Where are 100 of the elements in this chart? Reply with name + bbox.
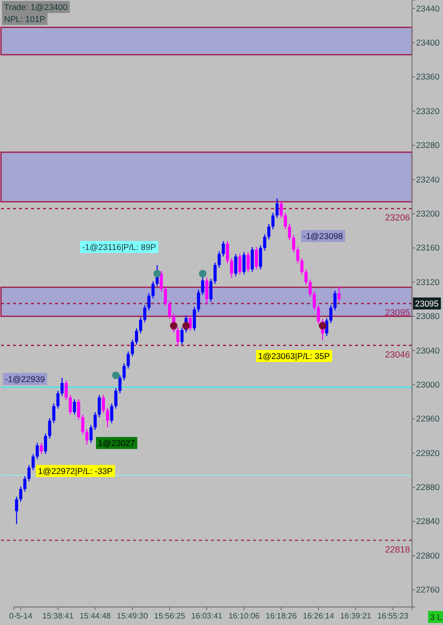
candlestick [254, 246, 258, 270]
candlestick [81, 414, 84, 435]
y-tick-label: 23320 [416, 106, 440, 116]
x-tick-label: 15:44:48 [80, 612, 112, 621]
candlestick [122, 362, 126, 381]
candlestick [147, 292, 150, 311]
y-tick-label: 22840 [416, 516, 440, 526]
candlestick [308, 279, 312, 298]
candlestick [201, 276, 204, 296]
x-tick-label: 16:55:23 [377, 612, 409, 621]
candlestick [139, 316, 142, 334]
candlestick [110, 403, 114, 424]
candlestick [134, 328, 138, 346]
candlestick [72, 398, 76, 416]
annotation: NPL: 101P [4, 14, 46, 24]
candlestick [15, 496, 18, 525]
candlestick [316, 304, 320, 325]
candlestick [32, 453, 35, 471]
x-tick-label: 16:18:26 [266, 612, 298, 621]
candlestick [118, 374, 122, 394]
candlestick [263, 234, 266, 251]
y-tick-label: 23000 [416, 379, 440, 390]
candlestick [209, 278, 212, 302]
candlestick [234, 253, 238, 277]
candlestick [296, 246, 300, 264]
y-tick-label: 23360 [416, 72, 440, 82]
y-tick-label: 23400 [416, 37, 440, 48]
annotation: 1@22972|P/L: -33P [38, 466, 113, 476]
y-tick-label: 23240 [416, 174, 440, 184]
candlestick [23, 476, 26, 492]
candlestick [94, 412, 97, 431]
ref-line-label: 23095 [384, 308, 410, 318]
candlestick [19, 486, 22, 502]
annotation: -1@22939 [5, 374, 46, 384]
candlestick [151, 280, 155, 299]
candlestick [126, 350, 130, 369]
candlestick [130, 338, 134, 358]
candlestick [230, 258, 234, 278]
y-tick-label: 22960 [416, 414, 440, 424]
candlestick [176, 326, 180, 347]
candlestick [68, 394, 72, 416]
x-tick-label: 0-5-14 [9, 612, 33, 621]
candlestick [276, 198, 279, 219]
y-tick-label: 23160 [416, 242, 440, 253]
candlestick [338, 286, 341, 302]
candlestick [280, 200, 283, 219]
y-tick-label: 23200 [416, 208, 440, 218]
candlestick [214, 262, 217, 284]
candlestick [226, 240, 230, 264]
candlestick [85, 428, 88, 446]
candlestick [40, 442, 43, 454]
candlestick [271, 212, 275, 230]
candlestick [325, 318, 328, 336]
point [318, 322, 326, 330]
candlestick [284, 212, 287, 230]
x-tick-label: 15:38:41 [42, 612, 74, 621]
candlestick [44, 432, 48, 454]
candlestick [114, 388, 118, 410]
annotation: -1@23116|P/L: 89P [82, 242, 156, 252]
candlestick [168, 300, 172, 320]
annotation: 1@23063|P/L: 35P [258, 350, 330, 361]
candlestick [143, 304, 146, 323]
candlestick [218, 250, 221, 268]
candlestick [329, 304, 332, 324]
candlestick [238, 253, 242, 275]
candlestick [36, 442, 39, 460]
y-tick-label: 22800 [416, 550, 440, 560]
point [170, 322, 178, 330]
annotation: -1@23098 [303, 230, 344, 241]
point [182, 322, 190, 330]
x-tick-label: 15:49:30 [116, 612, 148, 621]
candlestick [304, 268, 308, 286]
y-tick-label: 23280 [416, 140, 440, 150]
y-tick-label: 23040 [416, 345, 440, 356]
candlestick [259, 244, 262, 270]
candlestick [52, 403, 56, 424]
candlestick [192, 306, 196, 332]
candlestick [300, 258, 304, 275]
candlestick [250, 246, 254, 272]
candlestick [56, 390, 60, 410]
candlestick [242, 252, 246, 275]
x-tick-label: 16:03:41 [191, 612, 223, 621]
candlestick [246, 252, 250, 272]
candlestick [292, 234, 296, 253]
candlestick [188, 314, 192, 332]
y-tick-label: 22880 [416, 482, 440, 492]
candlestick [164, 286, 167, 307]
candlestick [77, 398, 80, 420]
point [153, 270, 161, 278]
candlestick [64, 380, 68, 401]
candlestick [27, 464, 31, 482]
annotation: 23095 [415, 298, 439, 308]
ref-line-label: 23046 [384, 349, 410, 360]
y-tick-label: 23440 [416, 3, 440, 14]
annotation: 1@23027 [98, 438, 136, 448]
ref-line-label: 23206 [384, 212, 410, 223]
x-tick-label: 15:56:25 [154, 612, 186, 621]
y-tick-label: 22920 [416, 448, 440, 458]
ref-line-label: 22818 [384, 544, 410, 554]
candlestick [180, 326, 184, 346]
